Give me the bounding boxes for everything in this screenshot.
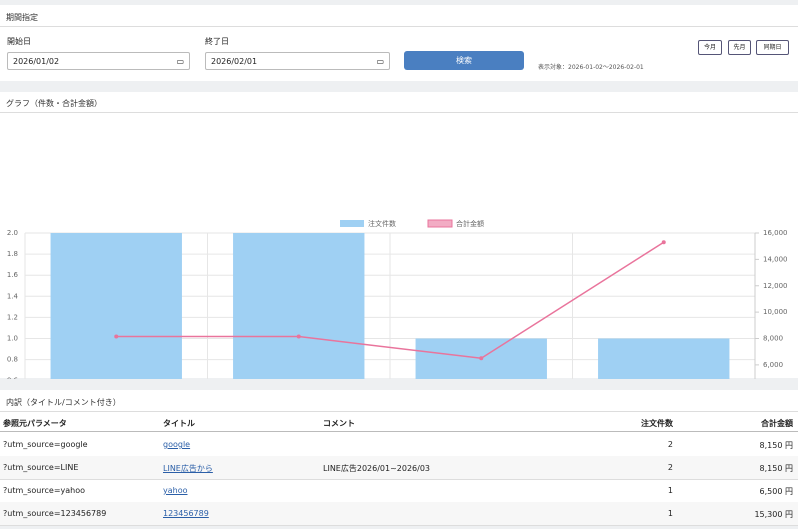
table-panel: 内訳（タイトル/コメント付き） 参照元パラメータ タイトル コメント 注文件数 合計金額… [0,390,798,526]
y2-tick-label: 12,000 [763,282,788,290]
y-tick-label: 1.0 [7,335,18,343]
legend-label: 注文件数 [368,219,396,228]
link[interactable]: yahoo [163,486,188,495]
table-cell: 15,300 円 [754,510,793,519]
table-cell: 2 [667,440,673,449]
link[interactable]: LINE広告から [163,464,213,473]
line [116,241,665,360]
legend-swatch [427,219,453,228]
table-cell: ?utm_source=google [3,440,88,449]
quick-button[interactable]: 同期日 [756,40,789,55]
column-header: 注文件数 [641,419,673,428]
search-button[interactable]: 検索 [404,51,524,70]
y-tick-label: 0.6 [7,377,19,379]
bar [233,233,365,379]
table-cell: 1 [667,486,673,495]
column-header: コメント [323,419,355,428]
y2-tick-label: 16,000 [763,229,788,237]
label: 終了日 [205,37,229,46]
column-header: 参照元パラメータ [3,419,67,428]
divider [0,411,798,412]
table-cell: 2 [667,463,673,472]
legend-label: 合計金額 [456,219,484,228]
table-cell: 8,150 円 [759,441,793,450]
panel-title: 内訳（タイトル/コメント付き） [6,398,121,407]
y2-tick-label: 10,000 [763,308,788,316]
column-header: 合計金額 [761,419,793,428]
y-tick-label: 0.8 [7,356,18,364]
table-cell: LINE広告2026/01~2026/03 [323,464,431,473]
filter-panel: 期間指定 開始日 2026/01/02 ▭ 終了日 2026/02/01 ▭ 検索 … [0,5,798,81]
point [114,334,119,339]
label: 開始日 [7,37,31,46]
point [296,334,301,339]
quick-button[interactable]: 今月 [698,40,722,55]
row-bg [0,456,798,479]
table-cell: ?utm_source=yahoo [3,486,86,495]
legend-swatch [340,220,364,227]
table-cell: ?utm_source=LINE [3,463,79,472]
divider [0,431,798,432]
table-cell: 8,150 円 [759,464,793,473]
bar [50,233,182,379]
date-input[interactable]: 2026/02/01 ▭ [205,52,390,70]
divider [0,479,798,480]
date-input[interactable]: 2026/01/02 ▭ [7,52,190,70]
table-cell: 6,500 円 [759,487,793,496]
y2-tick-label: 14,000 [763,255,788,263]
y-tick-label: 1.2 [7,313,18,321]
date-value: 2026/01/02 [13,57,60,66]
row-bg [0,502,798,525]
y2-tick-label: 6,000 [763,361,783,369]
point [661,240,666,245]
y-tick-label: 1.4 [7,292,19,300]
chart-panel: グラフ（件数・合計金額） 00.20.40.60.81.01.21.41.61.… [0,92,798,379]
point [479,356,484,361]
y2-tick-label: 8,000 [763,335,783,343]
y-tick-label: 2.0 [7,229,18,237]
date-value: 2026/02/01 [211,57,258,66]
link[interactable]: google [163,440,191,449]
y-tick-label: 1.6 [7,271,19,279]
bar [598,338,730,379]
quick-button[interactable]: 先月 [728,40,751,55]
divider [0,525,798,526]
chart: 00.20.40.60.81.01.21.41.61.82.002,0004,0… [7,219,788,379]
y-tick-label: 1.8 [7,250,18,258]
column-header: タイトル [163,419,195,428]
divider [0,26,798,27]
link[interactable]: 123456789 [163,509,209,518]
divider [0,112,798,113]
panel-title: グラフ（件数・合計金額） [6,99,102,108]
table-cell: ?utm_source=123456789 [3,509,107,518]
range-text: 表示対象：2026-01-02〜2026-02-01 [538,64,644,71]
table-cell: 1 [667,509,673,518]
panel-title: 期間指定 [6,13,38,22]
